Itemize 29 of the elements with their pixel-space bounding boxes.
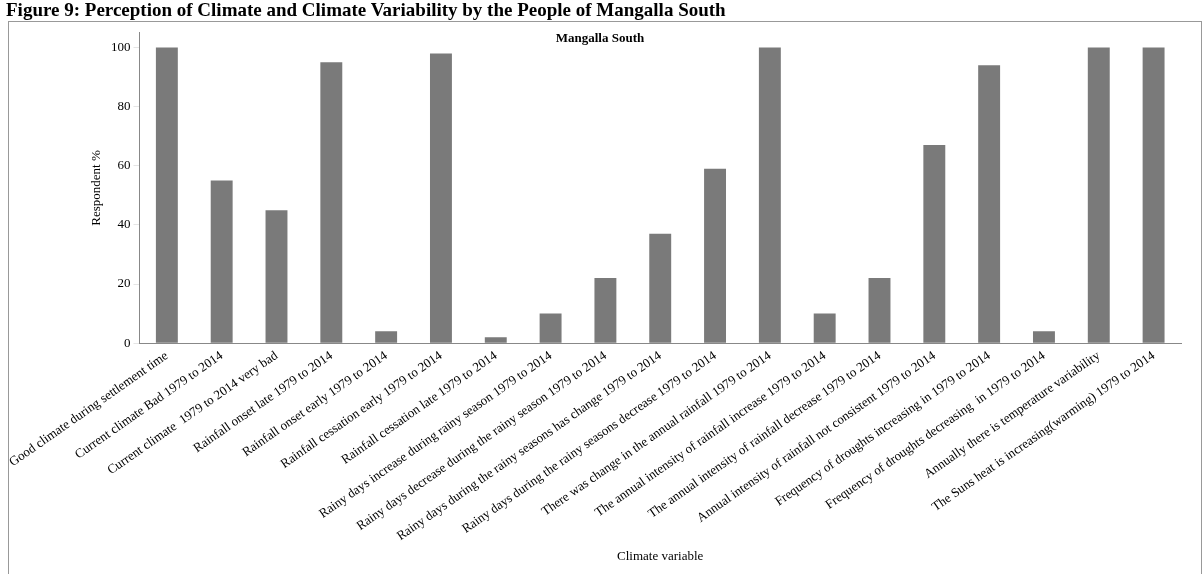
bar	[1142, 47, 1165, 343]
bar	[1087, 47, 1110, 343]
y-tick-label: 0	[123, 334, 131, 350]
chart-title: Mangalla South	[555, 30, 646, 46]
bar	[594, 278, 617, 343]
y-tick-label: 60	[117, 157, 131, 173]
bar	[429, 53, 452, 343]
y-tick-label: 40	[117, 216, 131, 232]
y-axis-title: Respondent %	[87, 150, 103, 226]
bar	[758, 47, 781, 343]
bar	[923, 145, 946, 343]
bar	[375, 331, 398, 343]
bar	[813, 313, 836, 343]
x-axis-title: Climate variable	[617, 547, 704, 563]
bar	[539, 313, 562, 343]
bar	[1032, 331, 1055, 343]
y-tick-label: 80	[117, 98, 131, 114]
bar	[868, 278, 891, 343]
y-tick-label: 20	[117, 275, 131, 291]
bar	[155, 47, 178, 343]
bar	[265, 210, 288, 343]
bar	[649, 233, 672, 343]
y-tick-label: 100	[110, 39, 131, 54]
bar	[484, 337, 507, 343]
bar	[978, 65, 1001, 343]
bar	[210, 180, 233, 343]
bar	[320, 62, 343, 343]
caption: Figure 9: Perception of Climate and Climate Variability by the People of Mangalla South	[6, 0, 726, 20]
bar	[704, 168, 727, 343]
